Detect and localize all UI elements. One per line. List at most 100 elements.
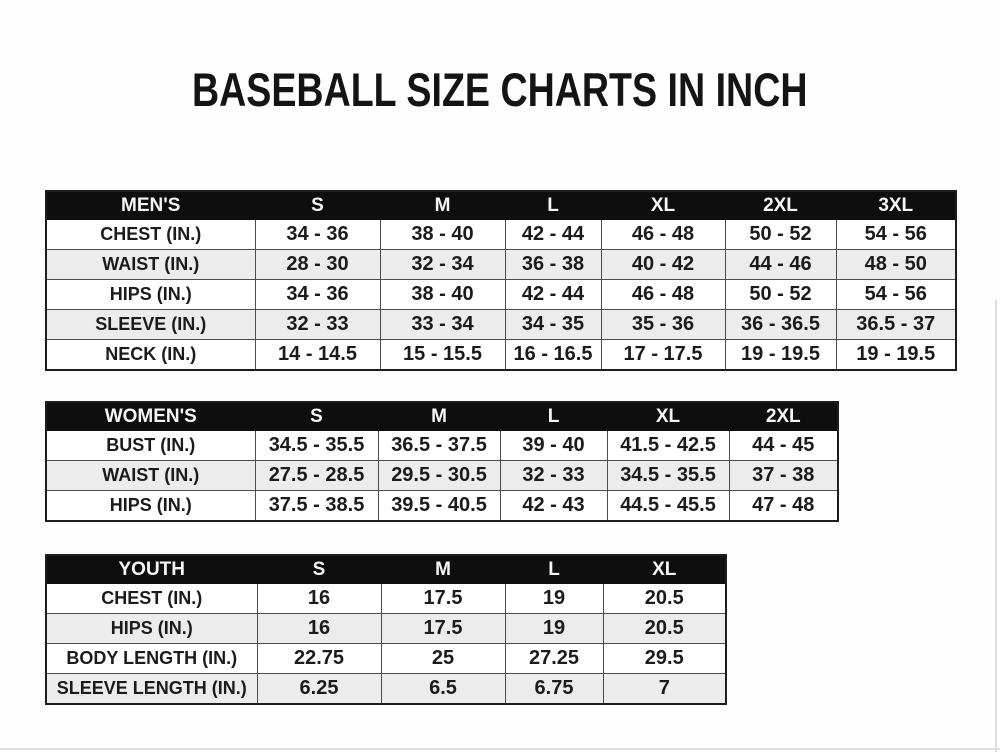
scan-edge-artifact-bottom <box>0 748 1000 750</box>
youth-value-cell: 7 <box>602 673 727 705</box>
mens-value-cell: 50 - 52 <box>724 279 837 310</box>
youth-size-header-xl: XL <box>602 554 727 584</box>
womens-value-cell: 44.5 - 45.5 <box>606 490 730 522</box>
youth-value-cell: 27.25 <box>504 643 604 674</box>
mens-value-cell: 54 - 56 <box>835 219 957 250</box>
mens-value-cell: 50 - 52 <box>724 219 837 250</box>
womens-value-cell: 32 - 33 <box>499 460 608 491</box>
mens-value-cell: 33 - 34 <box>379 309 506 340</box>
mens-size-header-3xl: 3XL <box>835 190 957 220</box>
mens-size-header-2xl: 2XL <box>724 190 837 220</box>
youth-row-label: HIPS (IN.) <box>45 613 258 644</box>
mens-value-cell: 34 - 35 <box>504 309 602 340</box>
youth-value-cell: 20.5 <box>602 583 727 614</box>
youth-size-header-m: M <box>380 554 506 584</box>
mens-row-label: WAIST (IN.) <box>45 249 256 280</box>
mens-row-1: WAIST (IN.) 28 - 30 32 - 34 36 - 38 40 - 42 4… <box>45 249 957 280</box>
womens-value-cell: 42 - 43 <box>499 490 608 522</box>
youth-size-table: YOUTH S M L XL CHEST (IN.) 16 17.5 19 20.5 HIPS (I… <box>45 554 727 705</box>
womens-size-header-s: S <box>254 401 379 431</box>
mens-value-cell: 15 - 15.5 <box>379 339 506 371</box>
womens-value-cell: 36.5 - 37.5 <box>377 430 501 461</box>
page-title: BASEBALL SIZE CHARTS IN INCH <box>0 62 1000 117</box>
youth-value-cell: 22.75 <box>256 643 382 674</box>
mens-value-cell: 17 - 17.5 <box>600 339 726 371</box>
mens-value-cell: 42 - 44 <box>504 279 602 310</box>
womens-value-cell: 39.5 - 40.5 <box>377 490 501 522</box>
mens-value-cell: 40 - 42 <box>600 249 726 280</box>
page-title-text: BASEBALL SIZE CHARTS IN INCH <box>192 63 808 116</box>
mens-size-header-m: M <box>379 190 506 220</box>
mens-value-cell: 54 - 56 <box>835 279 957 310</box>
mens-value-cell: 14 - 14.5 <box>254 339 381 371</box>
womens-row-label: HIPS (IN.) <box>45 490 256 522</box>
youth-row-label: SLEEVE LENGTH (IN.) <box>45 673 258 705</box>
mens-value-cell: 42 - 44 <box>504 219 602 250</box>
mens-row-0: CHEST (IN.) 34 - 36 38 - 40 42 - 44 46 - 48 5… <box>45 219 957 250</box>
mens-value-cell: 36.5 - 37 <box>835 309 957 340</box>
womens-size-header-m: M <box>377 401 501 431</box>
mens-size-header-xl: XL <box>600 190 726 220</box>
womens-value-cell: 29.5 - 30.5 <box>377 460 501 491</box>
youth-value-cell: 19 <box>504 583 604 614</box>
womens-row-1: WAIST (IN.) 27.5 - 28.5 29.5 - 30.5 32 - 33… <box>45 460 839 491</box>
youth-value-cell: 6.5 <box>380 673 506 705</box>
youth-value-cell: 25 <box>380 643 506 674</box>
womens-value-cell: 39 - 40 <box>499 430 608 461</box>
mens-size-table: MEN'S S M L XL 2XL 3XL CHEST (IN.) 34 - 36 38 - 4… <box>45 190 957 371</box>
mens-value-cell: 32 - 33 <box>254 309 381 340</box>
mens-value-cell: 48 - 50 <box>835 249 957 280</box>
youth-row-label: BODY LENGTH (IN.) <box>45 643 258 674</box>
mens-row-3: SLEEVE (IN.) 32 - 33 33 - 34 34 - 35 35 - 36… <box>45 309 957 340</box>
youth-row-2: BODY LENGTH (IN.) 22.75 25 27.25 29.5 <box>45 643 727 674</box>
mens-row-2: HIPS (IN.) 34 - 36 38 - 40 42 - 44 46 - 48 50… <box>45 279 957 310</box>
youth-value-cell: 20.5 <box>602 613 727 644</box>
mens-value-cell: 36 - 38 <box>504 249 602 280</box>
mens-row-label: NECK (IN.) <box>45 339 256 371</box>
womens-value-cell: 34.5 - 35.5 <box>254 430 379 461</box>
mens-value-cell: 16 - 16.5 <box>504 339 602 371</box>
youth-header-row: YOUTH S M L XL <box>45 554 727 584</box>
mens-value-cell: 36 - 36.5 <box>724 309 837 340</box>
womens-value-cell: 47 - 48 <box>728 490 839 522</box>
womens-value-cell: 37 - 38 <box>728 460 839 491</box>
youth-row-1: HIPS (IN.) 16 17.5 19 20.5 <box>45 613 727 644</box>
womens-value-cell: 37.5 - 38.5 <box>254 490 379 522</box>
mens-value-cell: 19 - 19.5 <box>835 339 957 371</box>
scan-edge-artifact-right <box>995 300 997 752</box>
mens-row-label: CHEST (IN.) <box>45 219 256 250</box>
mens-value-cell: 19 - 19.5 <box>724 339 837 371</box>
youth-value-cell: 17.5 <box>380 583 506 614</box>
youth-size-header-l: L <box>504 554 604 584</box>
mens-row-label: SLEEVE (IN.) <box>45 309 256 340</box>
mens-row-4: NECK (IN.) 14 - 14.5 15 - 15.5 16 - 16.5 17 … <box>45 339 957 371</box>
womens-row-label: WAIST (IN.) <box>45 460 256 491</box>
youth-value-cell: 19 <box>504 613 604 644</box>
mens-size-header-s: S <box>254 190 381 220</box>
mens-value-cell: 32 - 34 <box>379 249 506 280</box>
youth-group-header: YOUTH <box>45 554 258 584</box>
mens-value-cell: 38 - 40 <box>379 219 506 250</box>
womens-value-cell: 34.5 - 35.5 <box>606 460 730 491</box>
womens-group-header: WOMEN'S <box>45 401 256 431</box>
mens-value-cell: 46 - 48 <box>600 279 726 310</box>
womens-value-cell: 41.5 - 42.5 <box>606 430 730 461</box>
mens-value-cell: 38 - 40 <box>379 279 506 310</box>
womens-size-header-l: L <box>499 401 608 431</box>
womens-value-cell: 27.5 - 28.5 <box>254 460 379 491</box>
youth-size-header-s: S <box>256 554 382 584</box>
youth-row-3: SLEEVE LENGTH (IN.) 6.25 6.5 6.75 7 <box>45 673 727 705</box>
youth-value-cell: 29.5 <box>602 643 727 674</box>
womens-value-cell: 44 - 45 <box>728 430 839 461</box>
womens-header-row: WOMEN'S S M L XL 2XL <box>45 401 839 431</box>
youth-value-cell: 17.5 <box>380 613 506 644</box>
mens-group-header: MEN'S <box>45 190 256 220</box>
mens-value-cell: 28 - 30 <box>254 249 381 280</box>
womens-row-label: BUST (IN.) <box>45 430 256 461</box>
mens-value-cell: 44 - 46 <box>724 249 837 280</box>
mens-value-cell: 34 - 36 <box>254 279 381 310</box>
mens-size-header-l: L <box>504 190 602 220</box>
mens-value-cell: 35 - 36 <box>600 309 726 340</box>
mens-value-cell: 46 - 48 <box>600 219 726 250</box>
